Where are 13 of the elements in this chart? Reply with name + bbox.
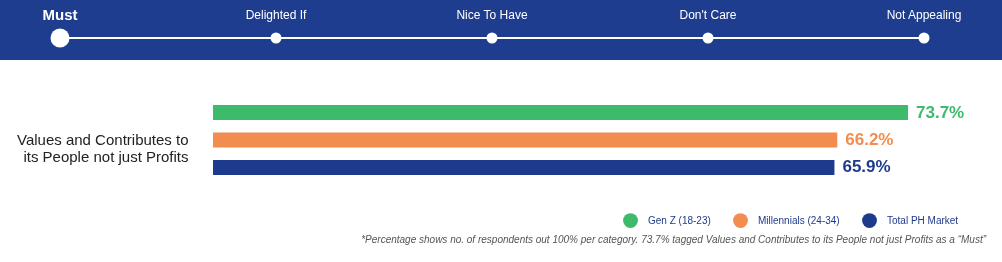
legend-label: Millennials (24-34) xyxy=(758,214,840,226)
data-label: 65.9% xyxy=(842,157,891,177)
data-label: 73.7% xyxy=(916,102,965,122)
legend-label: Gen Z (18-23) xyxy=(648,214,711,226)
text: *Percentage shows no. of respondents out 100% per category. 73.7% tagged Values and Contributes to its People not just Profits as a “Must” xyxy=(361,234,986,245)
text: Delighted If xyxy=(245,8,307,22)
y-tick-label: Values and Contributes to its People not just Profits xyxy=(17,131,189,165)
text: Must xyxy=(42,6,78,23)
text: Not Appealing xyxy=(886,8,962,22)
text: Nice To Have xyxy=(456,8,528,22)
text: Don't Care xyxy=(679,8,737,22)
data-label: 66.2% xyxy=(845,130,894,149)
legend-label: Total PH Market xyxy=(887,214,959,226)
